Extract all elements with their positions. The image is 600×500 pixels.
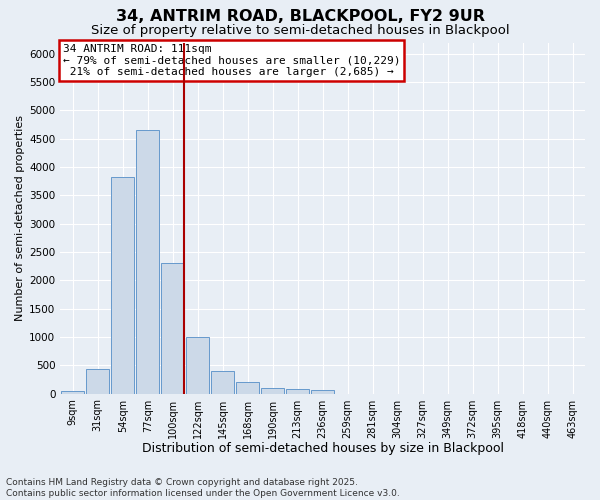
Bar [186, 337, 209, 394]
Text: Contains HM Land Registry data © Crown copyright and database right 2025.
Contai: Contains HM Land Registry data © Crown c… [6, 478, 400, 498]
Bar [136, 130, 159, 394]
Text: Size of property relative to semi-detached houses in Blackpool: Size of property relative to semi-detach… [91, 24, 509, 37]
Bar [261, 388, 284, 394]
Text: 34, ANTRIM ROAD, BLACKPOOL, FY2 9UR: 34, ANTRIM ROAD, BLACKPOOL, FY2 9UR [115, 9, 485, 24]
Bar [161, 264, 184, 394]
Bar [211, 371, 234, 394]
Bar [111, 178, 134, 394]
Bar [311, 390, 334, 394]
Text: 34 ANTRIM ROAD: 111sqm
← 79% of semi-detached houses are smaller (10,229)
 21% o: 34 ANTRIM ROAD: 111sqm ← 79% of semi-det… [63, 44, 400, 78]
X-axis label: Distribution of semi-detached houses by size in Blackpool: Distribution of semi-detached houses by … [142, 442, 503, 455]
Y-axis label: Number of semi-detached properties: Number of semi-detached properties [15, 115, 25, 321]
Bar [236, 382, 259, 394]
Bar [86, 369, 109, 394]
Bar [61, 391, 84, 394]
Bar [286, 390, 309, 394]
